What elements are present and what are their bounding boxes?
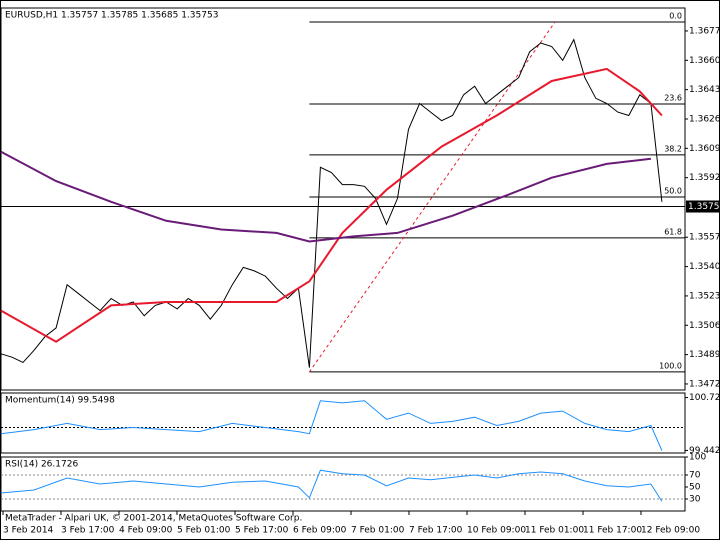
y-tick-label: 50: [689, 483, 701, 493]
series-line: [0, 400, 663, 451]
y-tick-label: 1.36260: [689, 114, 720, 124]
fibo-label: 100.0: [659, 361, 682, 370]
y-tick-label: 1.35575: [689, 233, 720, 243]
footer: MetaTrader - Alpari UK, © 2001-2014, Met…: [5, 514, 302, 524]
y-tick-label: 1.36770: [689, 26, 720, 36]
y-tick-label: 1.35920: [689, 173, 720, 183]
panel-title: EURUSD,H1 1.35757 1.35785 1.35685 1.3575…: [5, 11, 218, 21]
x-tick-label: 7 Feb 01:00: [351, 526, 405, 536]
last-price-label: 1.35753: [688, 202, 720, 212]
x-tick-label: 3 Feb 2014: [3, 526, 54, 536]
panel-title: RSI(14) 26.1726: [5, 460, 78, 470]
series-line: [0, 150, 652, 243]
y-tick-label: 1.36600: [689, 56, 720, 66]
y-tick-label: 100.7288: [689, 393, 720, 403]
fibo-label: 0.0: [669, 11, 682, 20]
y-tick-label: 1.34725: [689, 379, 720, 389]
x-tick-label: 12 Feb 09:00: [641, 526, 700, 536]
y-tick-label: 99.442: [689, 446, 720, 456]
series-line: [0, 469, 663, 502]
fibo-label: 38.2: [664, 144, 682, 153]
trendline: [308, 21, 556, 373]
x-tick-label: 11 Feb 01:00: [525, 526, 584, 536]
x-tick-label: 11 Feb 17:00: [583, 526, 642, 536]
y-tick-label: 1.34895: [689, 350, 720, 360]
y-tick-label: 100: [689, 453, 706, 463]
y-tick-label: 1.35065: [689, 321, 720, 331]
panel: [0, 456, 686, 512]
x-tick-label: 4 Feb 09:00: [119, 526, 173, 536]
last-price-box: [686, 200, 720, 213]
x-tick-label: 5 Feb 01:00: [177, 526, 231, 536]
x-tick-label: 5 Feb 17:00: [235, 526, 289, 536]
series-line: [0, 67, 663, 343]
panel: [0, 392, 686, 454]
y-tick-label: 30: [689, 495, 701, 505]
x-tick-label: 10 Feb 09:00: [467, 526, 526, 536]
y-tick-label: 1.35235: [689, 291, 720, 301]
fibo-label: 61.8: [664, 227, 682, 236]
y-tick-label: 1.35405: [689, 262, 720, 272]
panel: [0, 7, 686, 391]
x-tick-label: 6 Feb 09:00: [293, 526, 347, 536]
y-tick-label: 1.36090: [689, 144, 720, 154]
fibo-label: 50.0: [664, 187, 682, 196]
panel-title: Momentum(14) 99.5498: [5, 396, 115, 406]
y-tick-label: 1.36430: [689, 85, 720, 95]
y-tick-label: 70: [689, 471, 701, 481]
x-tick-label: 7 Feb 17:00: [409, 526, 463, 536]
fibo-label: 23.6: [664, 93, 682, 102]
series-line: [0, 38, 663, 368]
x-tick-label: 3 Feb 17:00: [61, 526, 115, 536]
